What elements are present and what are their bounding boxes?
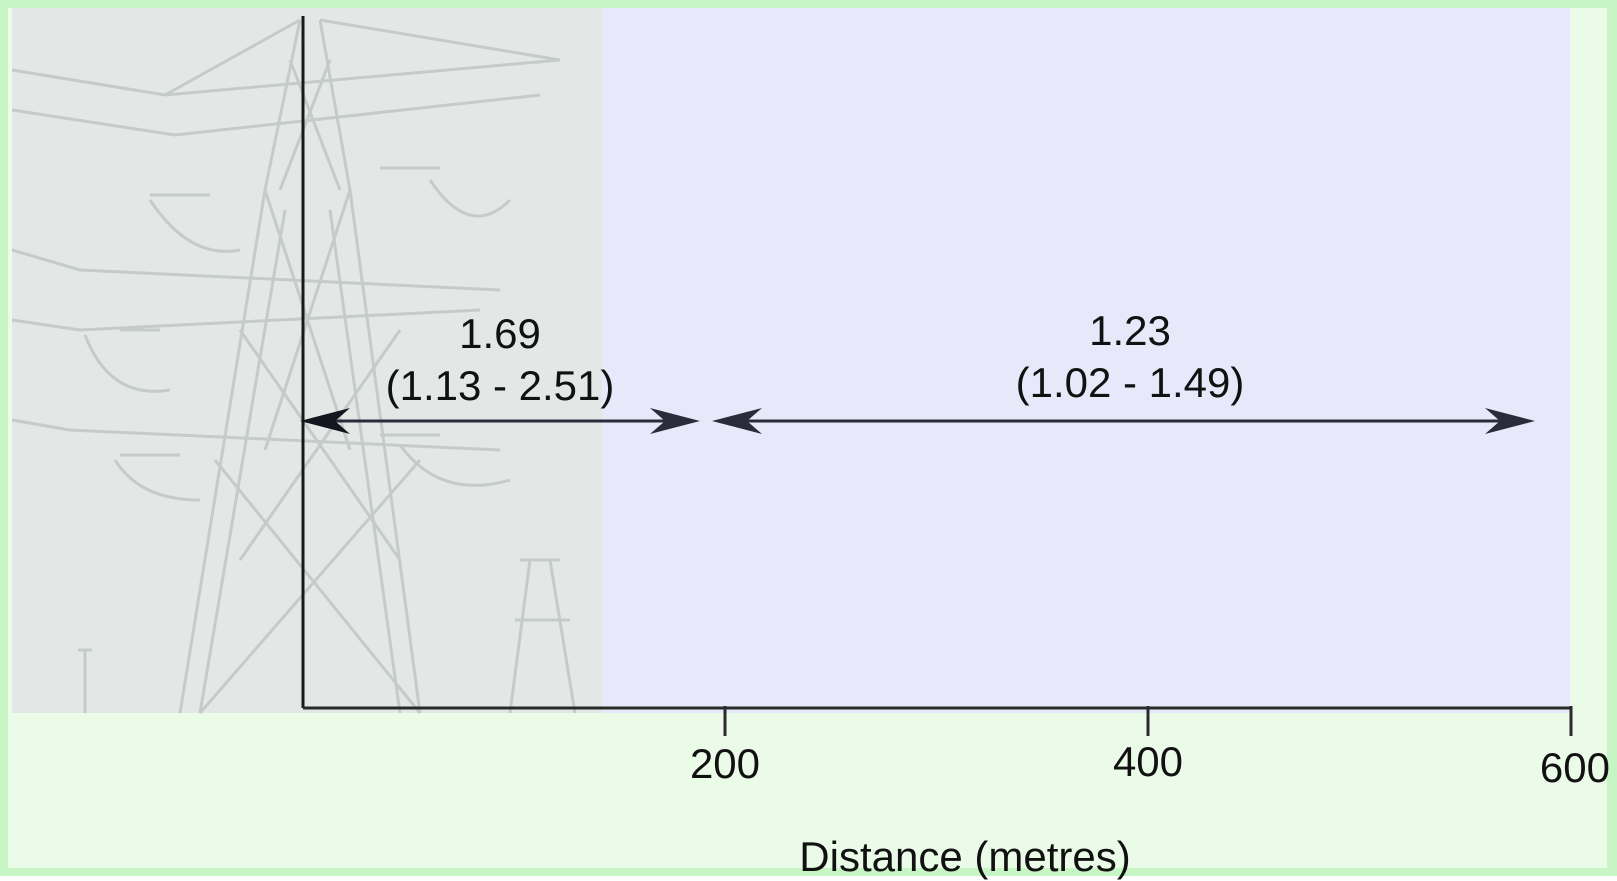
band-2-value: 1.23 xyxy=(1089,307,1171,354)
band-1-confidence-interval: (1.13 - 2.51) xyxy=(385,362,615,409)
x-axis-title: Distance (metres) xyxy=(799,833,1131,880)
band-1-arrow xyxy=(300,408,700,434)
band-2-confidence-interval: (1.02 - 1.49) xyxy=(1015,359,1245,406)
tick-label-600: 600 xyxy=(1539,744,1610,791)
tick-label-400: 400 xyxy=(1112,738,1184,785)
tick-label-200: 200 xyxy=(689,740,761,787)
band-2-arrow xyxy=(712,408,1535,434)
pylon-photo xyxy=(11,8,602,714)
band-1-value: 1.69 xyxy=(459,310,541,357)
